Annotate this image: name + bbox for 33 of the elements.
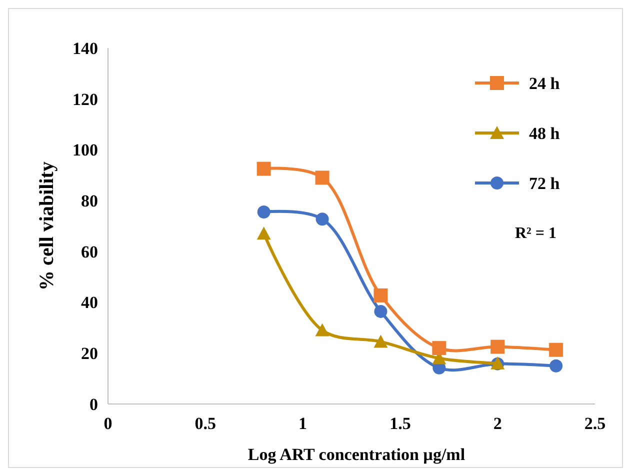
point [256, 162, 271, 176]
legend-label: 24 h [529, 74, 560, 93]
y-tick-label: 100 [72, 140, 98, 160]
y-tick-label: 0 [90, 394, 98, 414]
point [315, 323, 330, 336]
point [316, 212, 329, 226]
point [432, 341, 446, 356]
point [374, 334, 388, 348]
y-tick-label: 140 [72, 38, 98, 58]
x-tick-label: 2.5 [584, 414, 606, 433]
x-tick-label: 2 [493, 414, 502, 433]
legend-label: 48 h [529, 124, 560, 143]
point [490, 340, 505, 354]
point [374, 304, 388, 318]
x-tick-label: 0.5 [194, 414, 216, 433]
x-tick-label: 1.5 [390, 414, 411, 433]
point [315, 170, 330, 185]
annotation: R² = 1 [515, 225, 556, 242]
y-tick-label: 120 [72, 90, 98, 109]
point [550, 359, 563, 372]
legend-label: 72 h [529, 174, 560, 193]
x-axis-title: Log ART concentration µg/ml [248, 445, 466, 464]
y-axis-title: % cell viability [36, 162, 58, 290]
y-tick-label: 60 [81, 242, 98, 262]
x-tick-label: 0 [104, 414, 112, 433]
x-tick-label: 1 [298, 414, 308, 433]
y-tick-label: 80 [81, 192, 98, 211]
point [374, 288, 388, 302]
y-tick-label: 20 [81, 344, 98, 364]
point [549, 342, 564, 357]
point [257, 206, 270, 219]
y-tick-label: 40 [81, 293, 98, 312]
point [256, 226, 271, 240]
